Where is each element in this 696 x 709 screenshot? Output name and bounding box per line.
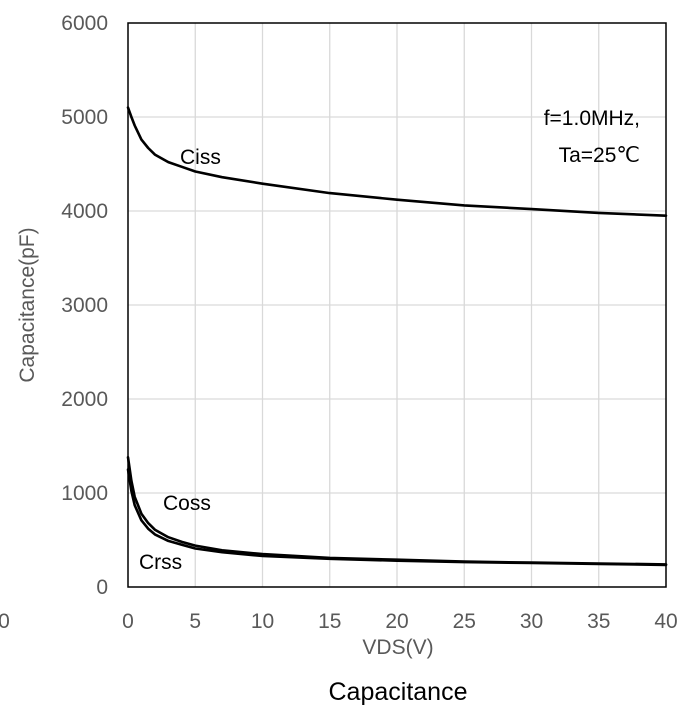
stray-tick-label: 0 <box>0 610 10 633</box>
x-tick-label: 30 <box>520 610 543 633</box>
x-axis-title: VDS(V) <box>362 636 433 659</box>
x-tick-label: 5 <box>189 610 201 633</box>
y-tick-label: 2000 <box>61 388 108 411</box>
x-axis-ticks: 0 5 10 15 20 25 30 35 40 <box>122 610 678 633</box>
x-tick-label: 15 <box>318 610 341 633</box>
annotation-frequency: f=1.0MHz, <box>544 107 640 130</box>
x-tick-label: 25 <box>453 610 476 633</box>
x-tick-label: 35 <box>587 610 610 633</box>
grid <box>128 23 666 587</box>
x-tick-label: 10 <box>251 610 274 633</box>
y-tick-label: 6000 <box>61 12 108 35</box>
series-layer <box>126 106 668 567</box>
y-tick-label: 5000 <box>61 106 108 129</box>
annotation-temperature: Ta=25℃ <box>559 144 640 167</box>
x-tick-label: 40 <box>654 610 677 633</box>
series-line-ciss <box>126 106 668 217</box>
y-tick-label: 3000 <box>61 294 108 317</box>
x-tick-label: 20 <box>385 610 408 633</box>
y-tick-label: 1000 <box>61 482 108 505</box>
plot-frame <box>127 22 667 588</box>
series-label-crss: Crss <box>139 551 182 574</box>
y-tick-label: 0 <box>96 576 108 599</box>
series-line-crss <box>126 468 668 567</box>
y-axis-ticks: 0 1000 2000 3000 4000 5000 6000 <box>61 12 108 599</box>
series-label-coss: Coss <box>163 492 211 515</box>
chart-title: Capacitance <box>329 678 468 706</box>
x-tick-label: 0 <box>122 610 134 633</box>
y-axis-title: Capacitance(pF) <box>16 227 39 382</box>
y-tick-label: 4000 <box>61 200 108 223</box>
series-label-ciss: Ciss <box>180 146 221 169</box>
